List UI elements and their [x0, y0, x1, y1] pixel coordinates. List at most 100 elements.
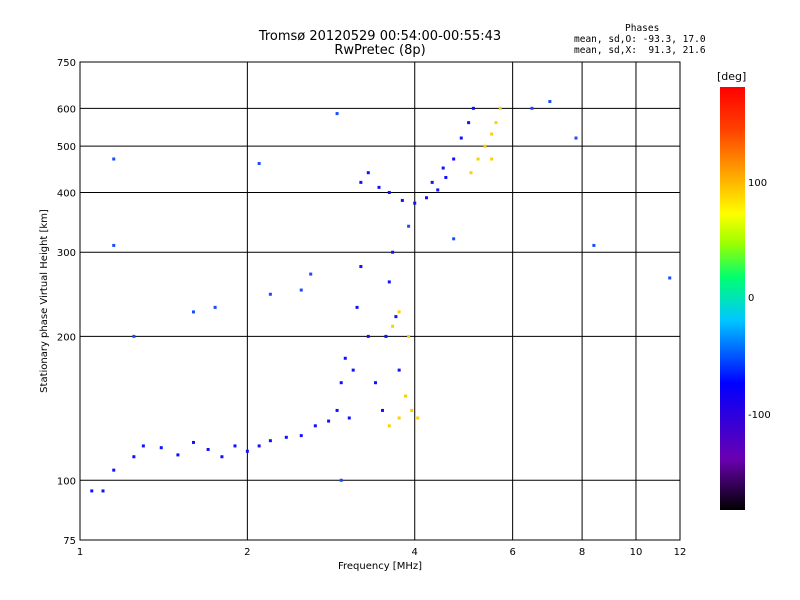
- x-tick-label: 10: [630, 547, 643, 558]
- data-point: [459, 136, 463, 140]
- y-tick-label: 200: [57, 332, 76, 343]
- data-point: [299, 434, 303, 438]
- data-point: [387, 424, 391, 428]
- x-tick-label: 4: [412, 547, 418, 558]
- data-point: [268, 439, 272, 443]
- data-point: [359, 180, 363, 184]
- data-point: [327, 419, 331, 423]
- phases-line-x: mean, sd,X: 91.3, 21.6: [574, 45, 706, 56]
- data-point: [387, 280, 391, 284]
- x-tick-label: 12: [674, 547, 687, 558]
- data-point: [101, 489, 105, 493]
- data-point: [494, 121, 498, 125]
- data-point: [387, 190, 391, 194]
- data-point: [592, 243, 596, 247]
- data-point: [471, 106, 475, 110]
- data-point: [335, 112, 339, 116]
- data-point: [112, 157, 116, 161]
- y-tick-label: 400: [57, 188, 76, 199]
- y-tick-label: 100: [57, 476, 76, 487]
- data-point: [394, 315, 398, 319]
- data-point: [206, 447, 210, 451]
- data-point: [380, 408, 384, 412]
- data-point: [483, 144, 487, 148]
- data-point: [377, 185, 381, 189]
- data-point: [284, 435, 288, 439]
- data-point: [530, 106, 534, 110]
- data-point: [343, 356, 347, 360]
- data-point: [176, 453, 180, 457]
- data-point: [444, 175, 448, 179]
- colorbar-tick-100: 100: [748, 178, 768, 189]
- chart-subtitle: RwPretec (8p): [334, 43, 426, 58]
- colorbar-tick-minus-100: -100: [748, 410, 771, 421]
- data-point: [441, 166, 445, 170]
- data-point: [498, 106, 502, 110]
- x-tick-label: 6: [509, 547, 515, 558]
- y-tick-label: 75: [63, 536, 76, 547]
- data-point: [425, 196, 429, 200]
- data-point: [366, 171, 370, 175]
- data-point: [339, 478, 343, 482]
- data-point: [397, 368, 401, 372]
- data-point: [268, 292, 272, 296]
- data-point: [309, 272, 313, 276]
- data-point: [132, 334, 136, 338]
- data-point: [452, 157, 456, 161]
- data-point: [299, 288, 303, 292]
- phases-heading: Phases: [625, 23, 660, 34]
- x-tick-label: 2: [244, 547, 250, 558]
- y-tick-label: 500: [57, 142, 76, 153]
- data-point: [141, 444, 145, 448]
- data-point: [351, 368, 355, 372]
- data-point: [407, 224, 411, 228]
- data-point: [391, 324, 395, 328]
- data-point: [257, 161, 261, 165]
- plot-frame: [79, 61, 681, 541]
- data-point: [339, 381, 343, 385]
- data-point: [359, 265, 363, 269]
- y-tick-label: 750: [57, 58, 76, 69]
- phases-line-o: mean, sd,O: -93.3, 17.0: [574, 34, 706, 45]
- data-point: [668, 276, 672, 280]
- data-point: [233, 444, 237, 448]
- data-point: [400, 198, 404, 202]
- data-point: [574, 136, 578, 140]
- data-point: [159, 446, 163, 450]
- data-point: [112, 243, 116, 247]
- data-point: [407, 334, 411, 338]
- y-axis-label: Stationary phase Virtual Height [km]: [39, 209, 50, 393]
- data-point: [366, 334, 370, 338]
- data-point: [90, 489, 94, 493]
- x-tick-label: 8: [579, 547, 585, 558]
- x-axis-label: Frequency [MHz]: [338, 561, 422, 572]
- data-point: [397, 310, 401, 314]
- y-tick-label: 600: [57, 104, 76, 115]
- data-point: [132, 455, 136, 459]
- data-point: [373, 381, 377, 385]
- data-point: [355, 305, 359, 309]
- data-point: [430, 180, 434, 184]
- data-point: [397, 416, 401, 420]
- data-point: [410, 408, 414, 412]
- data-point: [490, 132, 494, 136]
- data-point: [191, 440, 195, 444]
- data-point: [416, 416, 420, 420]
- data-point: [257, 444, 261, 448]
- chart-title: Tromsø 20120529 00:54:00-00:55:43: [258, 29, 502, 44]
- data-point: [245, 449, 249, 453]
- data-point: [335, 408, 339, 412]
- data-point: [112, 468, 116, 472]
- data-point: [313, 424, 317, 428]
- data-point: [490, 157, 494, 161]
- data-point: [413, 201, 417, 205]
- data-point: [391, 250, 395, 254]
- colorbar: [720, 87, 745, 510]
- data-point: [213, 305, 217, 309]
- colorbar-tick-0: 0: [748, 293, 755, 304]
- data-point: [347, 416, 351, 420]
- data-point: [467, 121, 471, 125]
- data-point: [452, 237, 456, 241]
- data-point: [469, 171, 473, 175]
- colorbar-unit: [deg]: [717, 70, 747, 83]
